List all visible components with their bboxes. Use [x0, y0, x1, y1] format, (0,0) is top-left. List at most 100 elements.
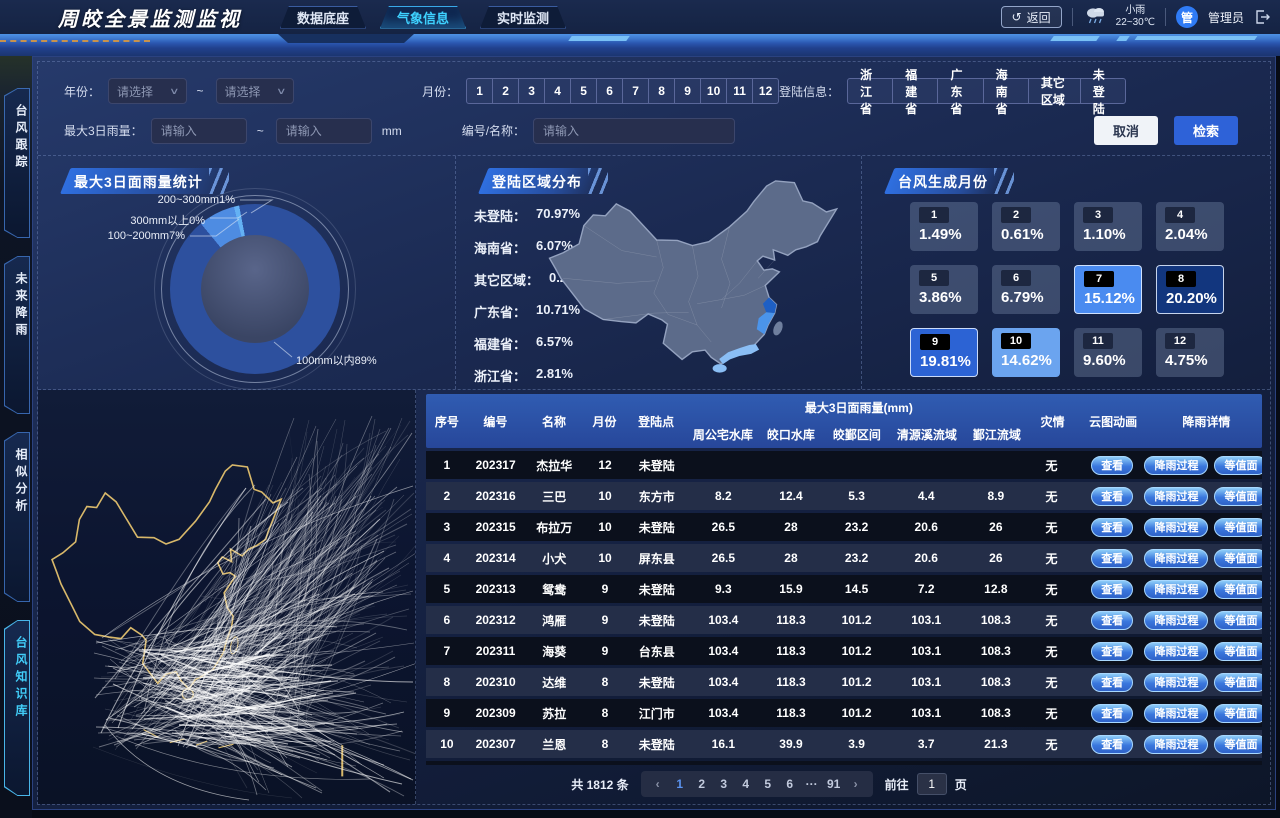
landing-filter-海南省[interactable]: 海南省 [982, 68, 1029, 116]
nav-tab-气象信息[interactable]: 气象信息 [380, 6, 466, 29]
month-filter-7[interactable]: 7 [622, 78, 650, 104]
month-card-10[interactable]: 10 14.62% [992, 328, 1060, 377]
isoline-button[interactable]: 等值面 [1214, 548, 1262, 568]
month-card-7[interactable]: 7 15.12% [1074, 265, 1142, 314]
view-button[interactable]: 查看 [1091, 734, 1134, 754]
table-row[interactable]: 1 202317 杰拉华 12 未登陆 无 查看 降雨过程 等值面 [426, 451, 1262, 479]
month-card-2[interactable]: 2 0.61% [992, 202, 1060, 251]
month-filter-12[interactable]: 12 [752, 78, 780, 104]
month-card-4[interactable]: 4 2.04% [1156, 202, 1224, 251]
page-button-1[interactable]: 1 [676, 777, 684, 792]
next-page-button[interactable]: › [853, 777, 858, 792]
table-row[interactable]: 9 202309 苏拉 8 江门市 103.4 118.3 101.2 103.1 108.3 无 查… [426, 699, 1262, 727]
page-button-4[interactable]: 4 [742, 777, 750, 792]
month-filter-6[interactable]: 6 [596, 78, 624, 104]
isoline-button[interactable]: 等值面 [1214, 579, 1262, 599]
view-button[interactable]: 查看 [1091, 486, 1134, 506]
rain-process-button[interactable]: 降雨过程 [1144, 672, 1209, 692]
page-button-2[interactable]: 2 [698, 777, 706, 792]
landing-filter-其它区域[interactable]: 其它区域 [1027, 76, 1081, 107]
month-filter-5[interactable]: 5 [570, 78, 598, 104]
landing-filter-浙江省[interactable]: 浙江省 [847, 68, 894, 116]
sidebar-item-未来降雨[interactable]: 未来降雨 [4, 256, 30, 414]
month-filter-1[interactable]: 1 [466, 78, 494, 104]
isoline-button[interactable]: 等值面 [1214, 703, 1262, 723]
landing-filter-广东省[interactable]: 广东省 [937, 68, 984, 116]
code-name-input[interactable] [533, 117, 736, 144]
goto-page-input[interactable] [916, 773, 947, 796]
table-row[interactable]: 2 202316 三巴 10 东方市 8.2 12.4 5.3 4.4 8.9 无 查看 降雨过程 等值面 [426, 482, 1262, 510]
month-filter-9[interactable]: 9 [674, 78, 702, 104]
rain-process-button[interactable]: 降雨过程 [1144, 579, 1209, 599]
rain-process-button[interactable]: 降雨过程 [1144, 703, 1209, 723]
isoline-button[interactable]: 等值面 [1214, 610, 1262, 630]
landing-filter-未登陆[interactable]: 未登陆 [1079, 68, 1126, 116]
sidebar-item-台风跟踪[interactable]: 台风跟踪 [4, 88, 30, 238]
rain-process-button[interactable]: 降雨过程 [1144, 610, 1209, 630]
rain-process-button[interactable]: 降雨过程 [1144, 517, 1209, 537]
page-button-6[interactable]: 6 [786, 777, 794, 792]
table-row[interactable]: 7 202311 海葵 9 台东县 103.4 118.3 101.2 103.1 108.3 无 查… [426, 637, 1262, 665]
month-card-1[interactable]: 1 1.49% [910, 202, 978, 251]
year-select-to[interactable]: 请选择 ∨ [215, 78, 295, 104]
view-button[interactable]: 查看 [1091, 548, 1134, 568]
month-card-5[interactable]: 5 3.86% [910, 265, 978, 314]
month-filter-8[interactable]: 8 [648, 78, 676, 104]
rain-max-input[interactable] [275, 117, 372, 144]
logout-icon[interactable] [1254, 9, 1270, 25]
prev-page-button[interactable]: ‹ [655, 777, 660, 792]
table-row[interactable]: 4 202314 小犬 10 屏东县 26.5 28 23.2 20.6 26 无 查看 降雨过程 等值面 [426, 544, 1262, 572]
view-button[interactable]: 查看 [1091, 703, 1134, 723]
table-row[interactable]: 5 202313 鸳鸯 9 未登陆 9.3 15.9 14.5 7.2 12.8 无 查看 降雨过程 等值… [426, 575, 1262, 603]
month-card-6[interactable]: 6 6.79% [992, 265, 1060, 314]
month-card-8[interactable]: 8 20.20% [1156, 265, 1224, 314]
isoline-button[interactable]: 等值面 [1214, 734, 1262, 754]
isoline-button[interactable]: 等值面 [1214, 455, 1262, 475]
view-button[interactable]: 查看 [1091, 641, 1134, 661]
month-filter-11[interactable]: 11 [726, 78, 754, 104]
view-button[interactable]: 查看 [1091, 517, 1134, 537]
isoline-button[interactable]: 等值面 [1214, 486, 1262, 506]
rain-process-button[interactable]: 降雨过程 [1144, 734, 1209, 754]
rain-process-button[interactable]: 降雨过程 [1144, 641, 1209, 661]
rain-min-input[interactable] [150, 117, 247, 144]
isoline-button[interactable]: 等值面 [1214, 672, 1262, 692]
sidebar-item-台风知识库[interactable]: 台风知识库 [4, 620, 30, 796]
month-card-3[interactable]: 3 1.10% [1074, 202, 1142, 251]
nav-tab-数据底座[interactable]: 数据底座 [280, 6, 366, 29]
month-filter-10[interactable]: 10 [700, 78, 728, 104]
back-button[interactable]: ↺ 返回 [1000, 6, 1062, 28]
rain-process-button[interactable]: 降雨过程 [1144, 548, 1209, 568]
avatar[interactable]: 管 [1175, 6, 1198, 28]
month-filter-4[interactable]: 4 [544, 78, 572, 104]
isoline-button[interactable]: 等值面 [1214, 641, 1262, 661]
table-row[interactable]: 6 202312 鸿雁 9 未登陆 103.4 118.3 101.2 103.1 108.3 无 查… [426, 606, 1262, 634]
view-button[interactable]: 查看 [1091, 672, 1134, 692]
year-select-from[interactable]: 请选择 ∨ [108, 78, 187, 104]
month-card-number: 7 [1084, 271, 1114, 287]
rain-process-button[interactable]: 降雨过程 [1144, 486, 1209, 506]
view-button[interactable]: 查看 [1091, 579, 1134, 599]
sidebar-item-相似分析[interactable]: 相似分析 [4, 432, 30, 602]
month-filter-3[interactable]: 3 [518, 78, 546, 104]
month-card-12[interactable]: 12 4.75% [1156, 328, 1224, 377]
table-row[interactable]: 3 202315 布拉万 10 未登陆 26.5 28 23.2 20.6 26 无 查看 降雨过程 等值… [426, 513, 1262, 541]
table-row[interactable]: 8 202310 达维 8 未登陆 103.4 118.3 101.2 103.1 108.3 无 查… [426, 668, 1262, 696]
cancel-button[interactable]: 取消 [1094, 116, 1158, 145]
search-button[interactable]: 检索 [1174, 116, 1238, 145]
isoline-button[interactable]: 等值面 [1214, 517, 1262, 537]
nav-tab-实时监测[interactable]: 实时监测 [480, 6, 566, 29]
typhoon-track-map[interactable] [38, 390, 416, 804]
table-row[interactable]: 10 202307 兰恩 8 未登陆 16.1 39.9 3.9 3.7 21.3 无 查看 降雨过程等… [426, 730, 1262, 758]
month-filter-2[interactable]: 2 [492, 78, 520, 104]
page-button-5[interactable]: 5 [764, 777, 772, 792]
view-button[interactable]: 查看 [1091, 610, 1134, 630]
month-card-11[interactable]: 11 9.60% [1074, 328, 1142, 377]
page-button-3[interactable]: 3 [720, 777, 728, 792]
month-card-9[interactable]: 9 19.81% [910, 328, 978, 377]
rain-process-button[interactable]: 降雨过程 [1144, 455, 1209, 475]
landing-filter-福建省[interactable]: 福建省 [892, 68, 939, 116]
view-button[interactable]: 查看 [1091, 455, 1134, 475]
page-button-91[interactable]: 91 [826, 777, 841, 792]
